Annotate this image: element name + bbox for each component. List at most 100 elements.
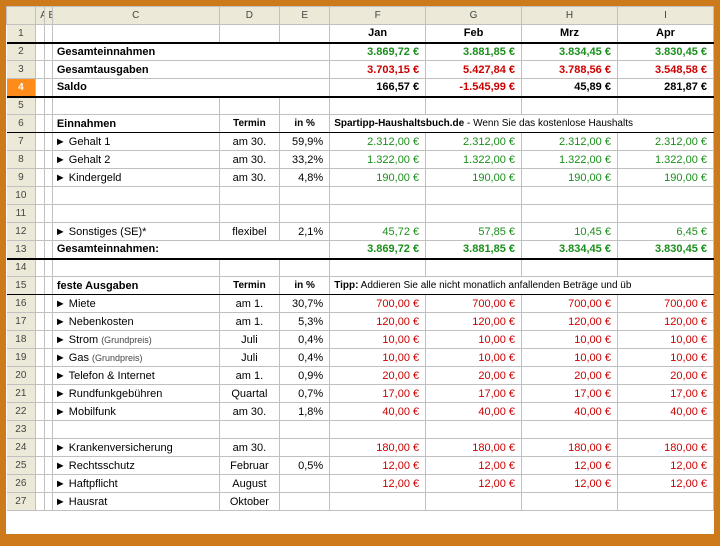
cell[interactable] xyxy=(219,97,279,115)
cell[interactable] xyxy=(44,187,52,205)
cell[interactable] xyxy=(426,97,522,115)
row-header-22[interactable]: 22 xyxy=(7,403,36,421)
col-header-d[interactable]: D xyxy=(219,7,279,25)
row-header-3[interactable]: 3 xyxy=(7,61,36,79)
cell[interactable]: 12,00 € xyxy=(426,457,522,475)
cell[interactable]: 10,00 € xyxy=(617,331,713,349)
cell[interactable] xyxy=(44,97,52,115)
row-header-25[interactable]: 25 xyxy=(7,457,36,475)
cell[interactable]: 10,00 € xyxy=(426,349,522,367)
cell[interactable]: 120,00 € xyxy=(522,313,618,331)
expense-termin[interactable]: am 30. xyxy=(219,403,279,421)
row-header-5[interactable]: 5 xyxy=(7,97,36,115)
expense-label[interactable]: ► Telefon & Internet xyxy=(52,367,219,385)
income-termin[interactable]: am 30. xyxy=(219,169,279,187)
cell[interactable]: 12,00 € xyxy=(617,475,713,493)
cell[interactable]: 700,00 € xyxy=(522,295,618,313)
cell[interactable]: 2.312,00 € xyxy=(522,133,618,151)
cell[interactable]: 5.427,84 € xyxy=(426,61,522,79)
cell[interactable] xyxy=(52,421,219,439)
cell[interactable] xyxy=(44,259,52,277)
row-header-24[interactable]: 24 xyxy=(7,439,36,457)
cell[interactable]: 700,00 € xyxy=(617,295,713,313)
cell[interactable]: 3.788,56 € xyxy=(522,61,618,79)
income-label[interactable]: ► Gehalt 2 xyxy=(52,151,219,169)
cell[interactable] xyxy=(426,259,522,277)
expense-pct[interactable]: 0,7% xyxy=(280,385,330,403)
cell[interactable] xyxy=(52,187,219,205)
row-header-6[interactable]: 6 xyxy=(7,115,36,133)
cell[interactable]: 17,00 € xyxy=(522,385,618,403)
row-header-15[interactable]: 15 xyxy=(7,277,36,295)
expense-label[interactable]: ► Rechtsschutz xyxy=(52,457,219,475)
cell[interactable]: 2.312,00 € xyxy=(426,133,522,151)
cell[interactable] xyxy=(426,187,522,205)
cell[interactable] xyxy=(426,421,522,439)
cell[interactable]: 12,00 € xyxy=(522,457,618,475)
row-header-2[interactable]: 2 xyxy=(7,43,36,61)
cell[interactable] xyxy=(617,97,713,115)
cell[interactable] xyxy=(522,205,618,223)
cell[interactable]: 3.703,15 € xyxy=(330,61,426,79)
cell[interactable]: 180,00 € xyxy=(426,439,522,457)
row-header-14[interactable]: 14 xyxy=(7,259,36,277)
cell[interactable]: 3.830,45 € xyxy=(617,43,713,61)
cell[interactable]: 190,00 € xyxy=(617,169,713,187)
cell[interactable] xyxy=(280,259,330,277)
income-label[interactable]: ► Gehalt 1 xyxy=(52,133,219,151)
cell[interactable] xyxy=(522,259,618,277)
month-header[interactable]: Apr xyxy=(617,25,713,43)
cell[interactable]: 12,00 € xyxy=(522,475,618,493)
col-header-a[interactable]: A xyxy=(36,7,44,25)
month-header[interactable]: Mrz xyxy=(522,25,618,43)
cell[interactable]: 3.834,45 € xyxy=(522,241,618,259)
income-label[interactable]: ► Sonstiges (SE)* xyxy=(52,223,219,241)
cell[interactable] xyxy=(36,259,44,277)
cell[interactable] xyxy=(280,97,330,115)
col-header-i[interactable]: I xyxy=(617,7,713,25)
col-header-f[interactable]: F xyxy=(330,7,426,25)
expense-pct[interactable]: 30,7% xyxy=(280,295,330,313)
cell[interactable]: 3.548,58 € xyxy=(617,61,713,79)
cell[interactable]: 700,00 € xyxy=(330,295,426,313)
income-pct[interactable]: 59,9% xyxy=(280,133,330,151)
cell[interactable]: 40,00 € xyxy=(522,403,618,421)
expense-termin[interactable]: am 1. xyxy=(219,367,279,385)
cell[interactable]: 40,00 € xyxy=(617,403,713,421)
termin-header[interactable]: Termin xyxy=(219,115,279,133)
cell[interactable] xyxy=(330,421,426,439)
row-header-13[interactable]: 13 xyxy=(7,241,36,259)
cell[interactable] xyxy=(52,259,219,277)
cell[interactable] xyxy=(330,493,426,511)
expense-label[interactable]: ► Hausrat xyxy=(52,493,219,511)
cell[interactable]: 12,00 € xyxy=(426,475,522,493)
expense-termin[interactable]: Februar xyxy=(219,457,279,475)
row-header-4[interactable]: 4 xyxy=(7,79,36,97)
expense-pct[interactable]: 0,5% xyxy=(280,457,330,475)
expense-label[interactable]: ► Gas (Grundpreis) xyxy=(52,349,219,367)
row-header-20[interactable]: 20 xyxy=(7,367,36,385)
cell[interactable]: 190,00 € xyxy=(330,169,426,187)
cell[interactable]: 3.834,45 € xyxy=(522,43,618,61)
cell[interactable]: 120,00 € xyxy=(330,313,426,331)
cell[interactable]: 45,72 € xyxy=(330,223,426,241)
expense-termin[interactable]: am 1. xyxy=(219,295,279,313)
row-header-10[interactable]: 10 xyxy=(7,187,36,205)
cell[interactable] xyxy=(330,205,426,223)
ausgaben-title[interactable]: feste Ausgaben xyxy=(52,277,219,295)
row-header-27[interactable]: 27 xyxy=(7,493,36,511)
cell[interactable]: 20,00 € xyxy=(617,367,713,385)
cell[interactable] xyxy=(522,493,618,511)
summary-label[interactable]: Gesamteinnahmen xyxy=(52,43,329,61)
cell[interactable]: 40,00 € xyxy=(426,403,522,421)
cell[interactable]: 1.322,00 € xyxy=(522,151,618,169)
pct-header[interactable]: in % xyxy=(280,115,330,133)
col-header-e[interactable]: E xyxy=(280,7,330,25)
cell[interactable] xyxy=(219,205,279,223)
cell[interactable]: 180,00 € xyxy=(330,439,426,457)
cell[interactable] xyxy=(44,421,52,439)
col-header-h[interactable]: H xyxy=(522,7,618,25)
expense-label[interactable]: ► Krankenversicherung xyxy=(52,439,219,457)
cell[interactable] xyxy=(280,187,330,205)
cell[interactable]: 10,45 € xyxy=(522,223,618,241)
